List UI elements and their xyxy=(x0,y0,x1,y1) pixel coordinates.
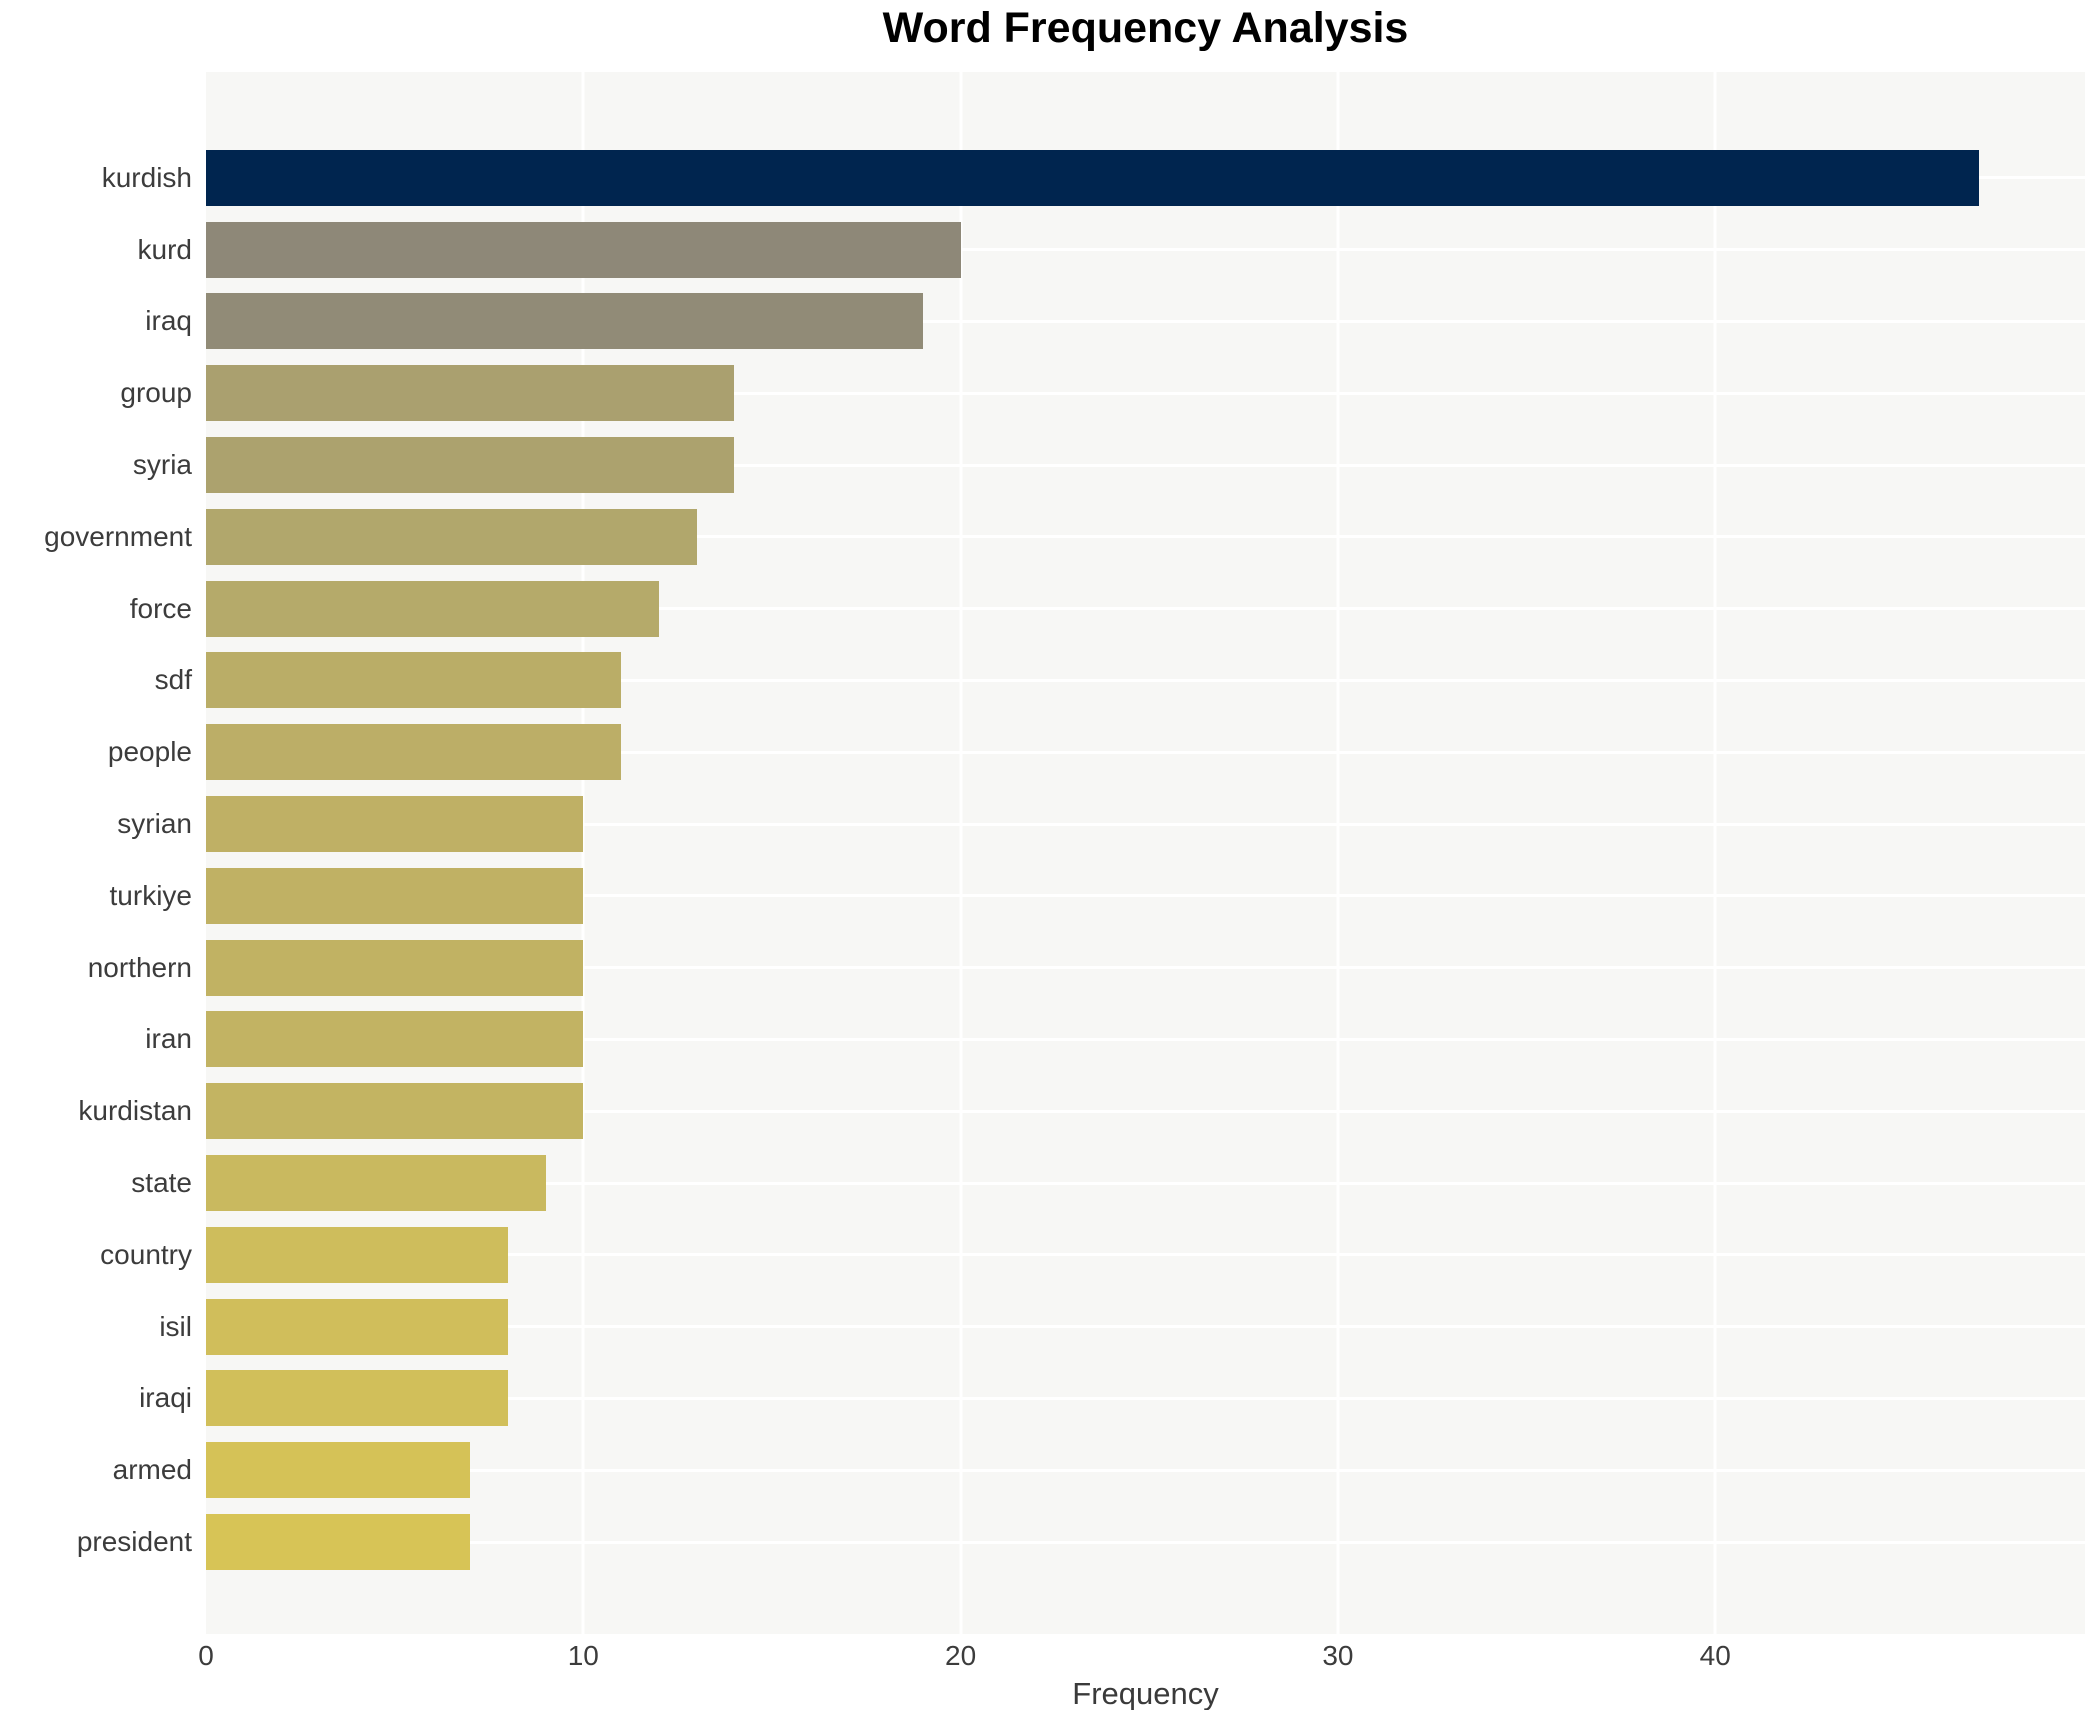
bar-row-syrian xyxy=(206,788,2085,860)
bar-row-syria xyxy=(206,429,2085,501)
bar-iraqi xyxy=(206,1370,508,1427)
bar-state xyxy=(206,1155,546,1212)
horizontal-gridline xyxy=(206,750,2085,754)
horizontal-gridline xyxy=(206,1540,2085,1544)
y-axis-label-syria: syria xyxy=(132,449,192,481)
horizontal-gridline xyxy=(206,1109,2085,1113)
x-tick-label-10: 10 xyxy=(567,1640,599,1671)
bar-government xyxy=(206,508,697,565)
bar-sdf xyxy=(206,652,622,709)
y-axis-label-armed: armed xyxy=(112,1454,192,1486)
horizontal-gridline xyxy=(206,1396,2085,1400)
horizontal-gridline xyxy=(206,1325,2085,1329)
x-tick-label-20: 20 xyxy=(945,1640,977,1671)
y-axis-label-iraqi: iraqi xyxy=(139,1382,192,1414)
bar-row-president xyxy=(206,1506,2085,1578)
bar-row-state xyxy=(206,1147,2085,1219)
bar-kurdish xyxy=(206,149,1980,206)
horizontal-gridline xyxy=(206,535,2085,539)
bar-syria xyxy=(206,437,735,494)
bar-group xyxy=(206,365,735,422)
bar-iran xyxy=(206,1011,584,1068)
horizontal-gridline xyxy=(206,966,2085,970)
bar-row-turkiye xyxy=(206,860,2085,932)
bar-armed xyxy=(206,1442,471,1499)
bar-row-iraqi xyxy=(206,1363,2085,1435)
bar-northern xyxy=(206,939,584,996)
bar-rows xyxy=(206,72,2085,1634)
bar-kurd xyxy=(206,221,961,278)
bar-force xyxy=(206,580,659,637)
y-axis-label-group: group xyxy=(120,377,192,409)
y-axis-label-people: people xyxy=(107,736,192,768)
horizontal-gridline xyxy=(206,822,2085,826)
y-axis-label-northern: northern xyxy=(87,951,192,983)
y-axis-label-kurdish: kurdish xyxy=(101,161,192,193)
bar-row-kurdistan xyxy=(206,1075,2085,1147)
plot-area xyxy=(206,72,2085,1634)
chart-title: Word Frequency Analysis xyxy=(882,4,1409,52)
y-axis-label-country: country xyxy=(100,1238,192,1270)
bar-row-people xyxy=(206,716,2085,788)
bar-row-group xyxy=(206,357,2085,429)
vertical-gridline-30 xyxy=(1336,72,1340,1634)
vertical-gridline-40 xyxy=(1713,72,1717,1634)
x-axis-ticks: 0 10 20 30 40 xyxy=(198,1640,2085,1680)
bar-row-northern xyxy=(206,932,2085,1004)
bar-row-kurd xyxy=(206,214,2085,286)
y-axis-label-turkiye: turkiye xyxy=(109,879,192,911)
bar-iraq xyxy=(206,293,923,350)
horizontal-gridline xyxy=(206,391,2085,395)
horizontal-gridline xyxy=(206,319,2085,323)
horizontal-gridline xyxy=(206,1253,2085,1257)
bar-people xyxy=(206,724,622,781)
y-axis-label-syrian: syrian xyxy=(117,808,192,840)
bar-kurdistan xyxy=(206,1083,584,1140)
y-axis-label-sdf: sdf xyxy=(154,664,192,696)
x-axis-title: Frequency xyxy=(1072,1676,1219,1710)
y-axis-label-iraq: iraq xyxy=(145,305,192,337)
bar-row-iraq xyxy=(206,286,2085,358)
bar-row-sdf xyxy=(206,645,2085,717)
bar-row-force xyxy=(206,573,2085,645)
bar-row-iran xyxy=(206,1004,2085,1076)
y-axis-label-kurdistan: kurdistan xyxy=(78,1095,192,1127)
bar-row-government xyxy=(206,501,2085,573)
bar-row-armed xyxy=(206,1434,2085,1506)
y-axis-label-force: force xyxy=(129,592,192,624)
y-axis-label-state: state xyxy=(131,1167,192,1199)
x-tick-label-30: 30 xyxy=(1322,1640,1354,1671)
vertical-gridline-20 xyxy=(959,72,963,1634)
horizontal-gridline xyxy=(206,678,2085,682)
horizontal-gridline xyxy=(206,1037,2085,1041)
bar-syrian xyxy=(206,796,584,853)
horizontal-gridline xyxy=(206,463,2085,467)
bar-isil xyxy=(206,1298,508,1355)
y-axis-label-isil: isil xyxy=(159,1310,192,1342)
bar-row-kurdish xyxy=(206,142,2085,214)
x-tick-label-0: 0 xyxy=(198,1640,214,1671)
bar-row-isil xyxy=(206,1291,2085,1363)
vertical-gridline-10 xyxy=(581,72,585,1634)
y-axis-labels: kurdish kurd iraq group syria government force… xyxy=(0,72,192,1634)
y-axis-label-iran: iran xyxy=(145,1023,192,1055)
bar-country xyxy=(206,1226,508,1283)
x-tick-label-40: 40 xyxy=(1699,1640,1731,1671)
bar-row-country xyxy=(206,1219,2085,1291)
bar-president xyxy=(206,1514,471,1571)
horizontal-gridline xyxy=(206,607,2085,611)
horizontal-gridline xyxy=(206,1468,2085,1472)
horizontal-gridline xyxy=(206,248,2085,252)
bar-turkiye xyxy=(206,867,584,924)
y-axis-label-kurd: kurd xyxy=(137,233,192,265)
y-axis-label-government: government xyxy=(44,520,192,552)
horizontal-gridline xyxy=(206,894,2085,898)
y-axis-label-president: president xyxy=(76,1526,192,1558)
horizontal-gridline xyxy=(206,1181,2085,1185)
